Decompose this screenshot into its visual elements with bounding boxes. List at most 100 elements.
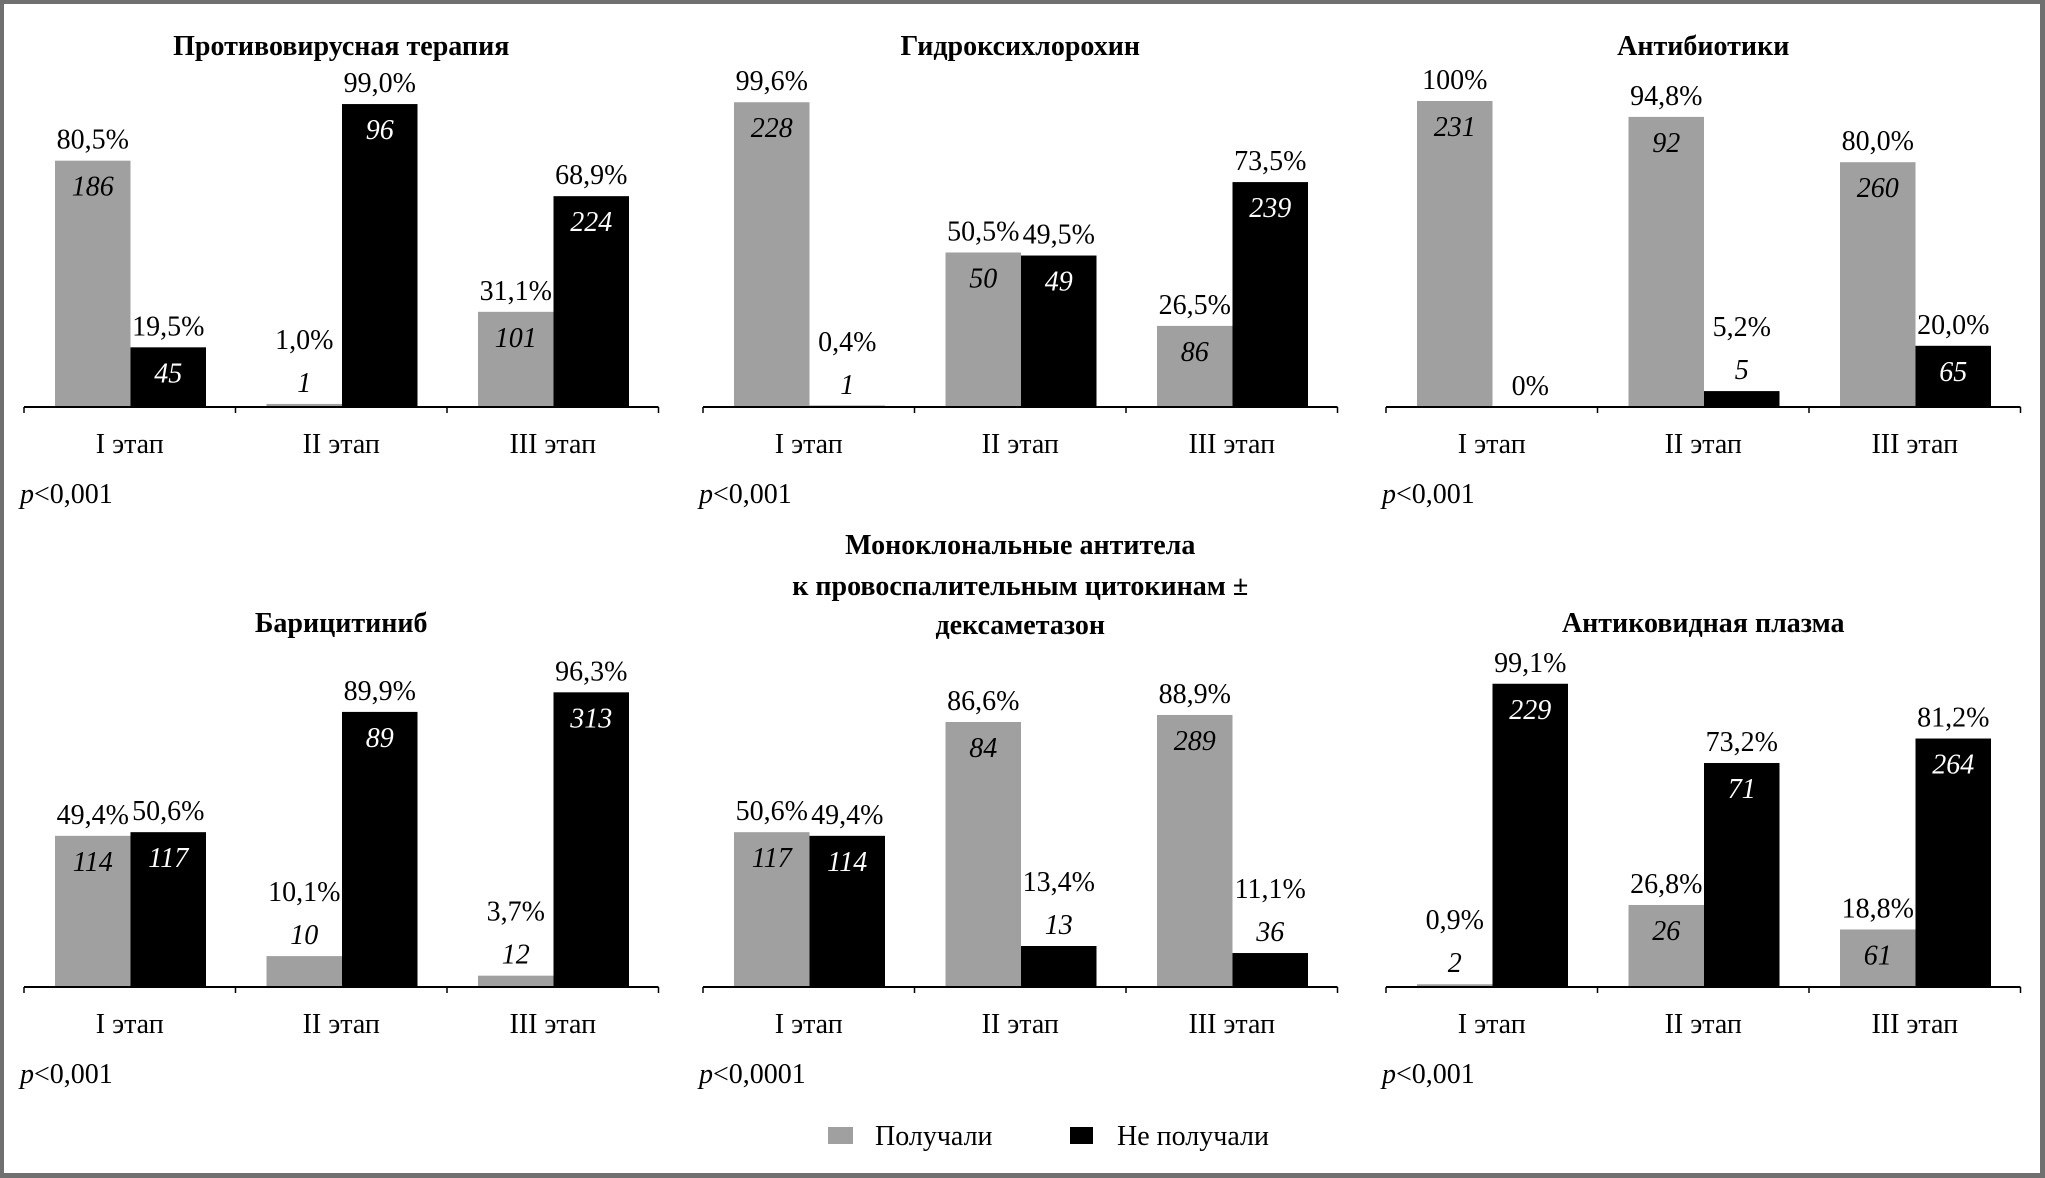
count-label: 49 [1045,267,1073,298]
chart-title: к провоспалительным цитокинам ± [792,571,1248,602]
p-value-label: p<0,0001 [697,1059,806,1090]
bar-received [1157,714,1233,987]
bar-not-received [1021,255,1097,407]
chart-title: Моноклональные антитела [845,530,1195,561]
count-label: 1 [297,368,311,399]
bar-received [55,160,131,407]
chart-panel: Противовирусная терапия 186 80,5% 1 1,0% 101 3… [18,31,660,510]
count-label: 71 [1728,774,1756,805]
bar-received [945,252,1021,407]
percent-label: 1,0% [275,325,333,356]
percent-label: 86,6% [947,686,1019,717]
p-value-text: <0,0001 [713,1059,806,1090]
count-label: 36 [1255,917,1284,948]
bar-received [1840,162,1916,407]
bar-not-received [553,196,629,407]
percent-label: 50,5% [947,216,1019,247]
count-label: 5 [1735,355,1749,386]
category-label: II этап [982,429,1059,460]
p-value-text: <0,001 [713,479,792,510]
bar-not-received [1232,953,1308,987]
bar-received [478,311,554,407]
chart-panel: Антибиотики 231 100% 92 94,8% 260 80,0% 0% 5 5,2%… [1380,31,2022,510]
count-label: 289 [1174,726,1216,757]
bar-not-received [130,832,206,987]
category-label: II этап [303,1009,380,1040]
p-value-text: <0,001 [34,1059,113,1090]
category-label: III этап [509,1009,596,1040]
percent-label: 0% [1512,371,1549,402]
count-label: 260 [1857,173,1899,204]
bar-not-received [130,347,206,407]
legend-swatch-received [828,1127,853,1144]
percent-label: 50,6% [736,796,808,827]
chart-panel: Гидроксихлорохин 228 99,6% 50 50,5% 86 26,5% 1 0… [697,31,1339,510]
bar-not-received [809,835,885,987]
percent-label: 100% [1422,65,1487,96]
p-value-label: p<0,001 [1380,1059,1475,1090]
count-label: 96 [366,115,394,146]
bar-not-received [1704,763,1780,987]
category-label: II этап [982,1009,1059,1040]
percent-label: 13,4% [1023,867,1095,898]
category-label: III этап [1871,1009,1958,1040]
bar-received [55,835,131,987]
count-label: 86 [1181,337,1209,368]
count-label: 117 [752,843,793,874]
bar-received [266,956,342,987]
bar-received [734,832,810,987]
count-label: 89 [366,723,394,754]
count-label: 114 [73,847,113,878]
category-label: III этап [509,429,596,460]
percent-label: 89,9% [344,676,416,707]
legend-swatch-not-received [1070,1127,1093,1144]
count-label: 313 [569,703,612,734]
percent-label: 94,8% [1630,81,1702,112]
category-label: II этап [1665,1009,1742,1040]
p-value-symbol: p [697,1059,713,1090]
category-label: I этап [1458,1009,1526,1040]
count-label: 264 [1932,750,1974,781]
percent-label: 99,1% [1494,648,1566,679]
percent-label: 0,4% [818,327,876,358]
count-label: 26 [1652,916,1680,947]
chart-panel: Моноклональные антитела к провоспалительн… [697,530,1339,1090]
percent-label: 3,7% [487,897,545,928]
count-label: 45 [154,358,182,389]
percent-label: 18,8% [1842,893,1914,924]
bar-received [1417,101,1493,407]
bar-received [1628,116,1704,408]
p-value-label: p<0,001 [18,479,113,510]
p-value-label: p<0,001 [697,479,792,510]
category-label: II этап [1665,429,1742,460]
count-label: 50 [969,263,997,294]
category-label: III этап [1871,429,1958,460]
count-label: 13 [1045,910,1073,941]
bar-not-received [1232,182,1308,407]
count-label: 231 [1434,112,1476,143]
count-label: 239 [1249,193,1291,224]
percent-label: 99,6% [736,66,808,97]
bar-received [1417,984,1493,987]
count-label: 114 [827,847,867,878]
bar-received [1628,904,1704,987]
bar-received [1840,929,1916,987]
percent-label: 73,2% [1706,727,1778,758]
percent-label: 50,6% [132,796,204,827]
bar-received [1157,325,1233,407]
count-label: 65 [1939,357,1967,388]
category-label: I этап [96,1009,164,1040]
count-label: 84 [969,733,997,764]
p-value-text: <0,001 [1396,1059,1475,1090]
bar-not-received [1704,391,1780,407]
percent-label: 80,0% [1842,126,1914,157]
bar-received [945,722,1021,987]
count-label: 2 [1448,948,1462,979]
percent-label: 26,5% [1159,290,1231,321]
count-label: 224 [570,207,612,238]
count-label: 12 [502,940,530,971]
legend-label-received: Получали [875,1121,993,1152]
bar-not-received [553,692,629,987]
